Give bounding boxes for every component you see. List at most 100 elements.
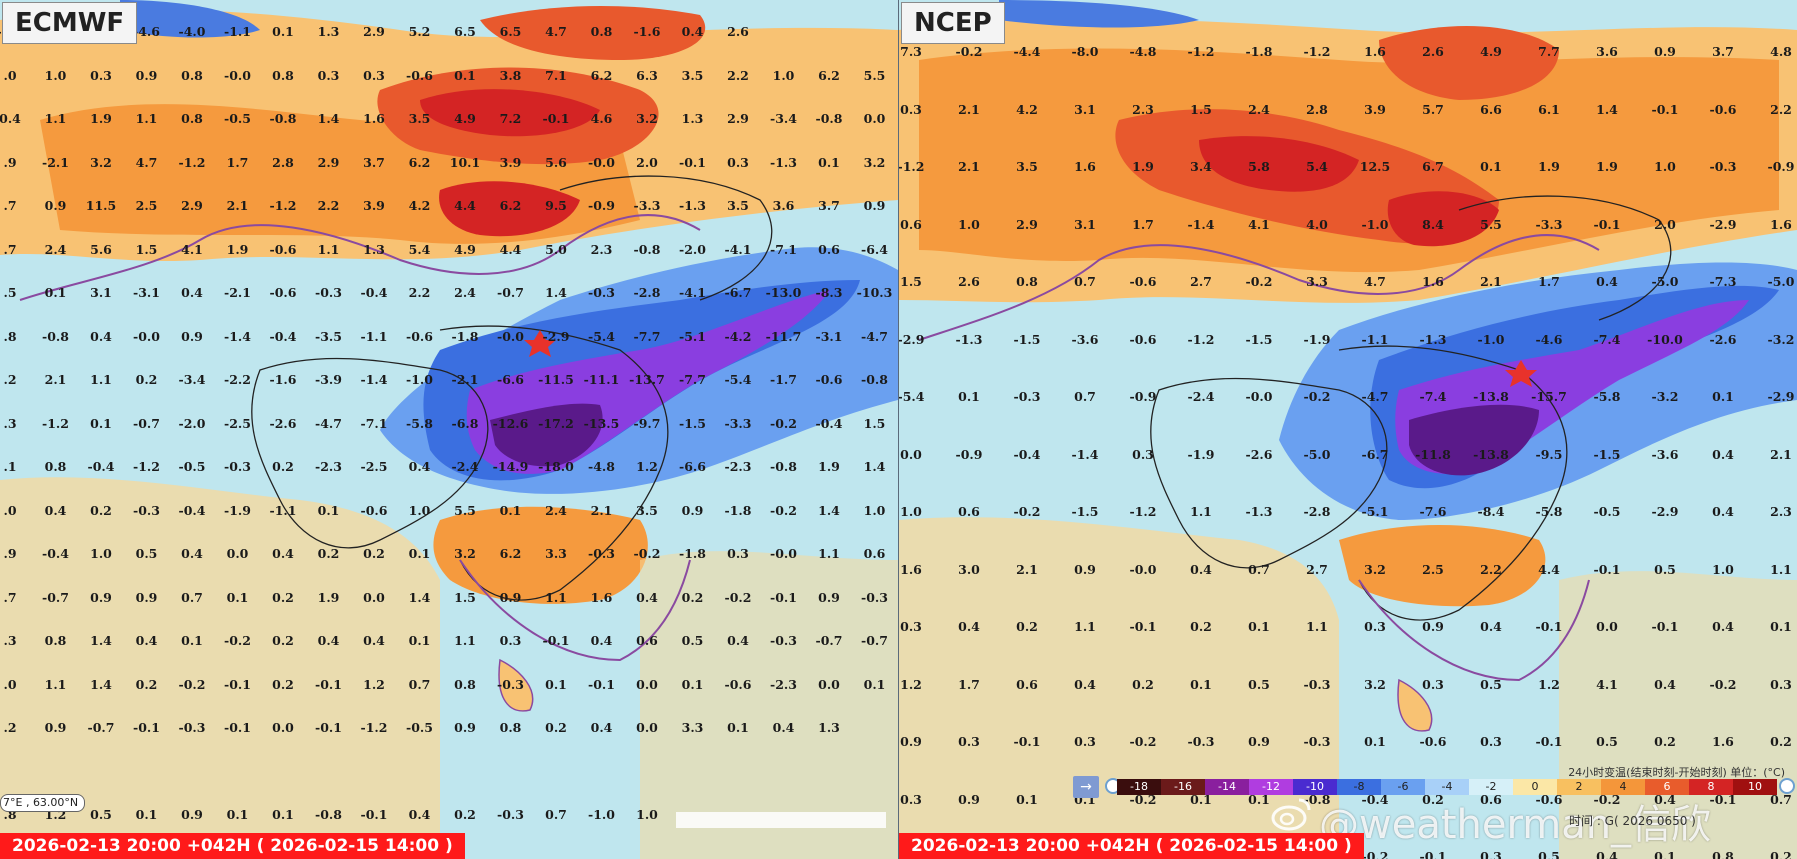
grid-value: -4.1 <box>724 241 752 257</box>
grid-value: -0.2 <box>770 415 797 431</box>
arrow-right-icon[interactable]: → <box>1073 776 1099 798</box>
grid-value: -1.7 <box>770 372 797 387</box>
legend-title: 24小时变温(结束时刻-开始时刻) 单位：(°C) <box>1568 766 1785 779</box>
grid-value: 0.0 <box>863 111 886 126</box>
grid-value: .2 <box>3 720 17 735</box>
grid-value: -6.7 <box>1361 446 1389 462</box>
grid-value: 5.8 <box>1248 159 1270 174</box>
grid-value: 3.1 <box>1074 216 1096 232</box>
grid-value: -0.9 <box>1767 159 1795 174</box>
grid-value: 1.1 <box>1074 619 1096 634</box>
grid-value: 6.3 <box>636 67 658 83</box>
grid-value: 0.2 <box>681 589 704 605</box>
grid-value: -13.8 <box>1473 446 1509 462</box>
grid-value: 4.1 <box>1248 216 1270 232</box>
grid-value: 6.2 <box>590 67 613 83</box>
grid-value: 3.7 <box>363 154 385 170</box>
grid-value: 0.4 <box>1074 676 1096 692</box>
grid-value: -3.6 <box>1071 331 1099 347</box>
grid-value: .7 <box>3 241 17 257</box>
grid-value: 1.3 <box>317 24 340 39</box>
grid-value: 3.2 <box>90 154 112 170</box>
grid-value: 0.3 <box>1480 734 1502 749</box>
grid-value: 1.9 <box>1596 159 1618 174</box>
grid-value: 0.8 <box>454 676 476 692</box>
grid-value: 0.4 <box>727 633 749 648</box>
grid-value: 4.4 <box>454 198 476 213</box>
ncep-value-grid: 7.3 -0.2 -4.4 -8.0 -4.8 -1.2 -1.8 -1.2 1.6 2.6 4.9… <box>899 0 1797 859</box>
grid-value: -0.3 <box>1709 159 1737 174</box>
grid-value: 0.1 <box>1016 791 1038 807</box>
legend-color-bar: -18 -16 -14 -12 -10 -8 -6 -4 -2 0 2 4 6 8 10 <box>1117 779 1777 795</box>
grid-value: 0.1 <box>863 676 886 692</box>
grid-value: -0.3 <box>588 285 615 300</box>
grid-value: -5.0 <box>1651 274 1679 289</box>
grid-value: -0.4 <box>87 459 115 474</box>
grid-value: -0.0 <box>224 67 251 83</box>
grid-value: -2.4 <box>451 459 479 474</box>
grid-value: 0.9 <box>90 589 112 605</box>
grid-value: -1.8 <box>679 546 706 561</box>
grid-value: 2.6 <box>727 24 749 39</box>
grid-value: 0.0 <box>272 720 294 735</box>
grid-value: -6.4 <box>861 241 888 257</box>
grid-value: -0.1 <box>1419 849 1447 859</box>
grid-value: -4.2 <box>724 328 752 344</box>
legend-tick-label: -4 <box>1441 780 1453 793</box>
grid-value: -1.0 <box>1361 216 1389 232</box>
grid-value: 8.4 <box>1422 216 1444 232</box>
grid-value: 0.5 <box>90 807 112 822</box>
grid-value: -0.4 <box>269 328 297 344</box>
grid-value: 5.4 <box>1306 159 1328 174</box>
grid-value: 0.8 <box>1016 274 1038 289</box>
grid-value: 1.2 <box>363 676 385 692</box>
grid-value: -4.6 <box>1535 331 1563 347</box>
grid-value: -2.9 <box>899 331 925 347</box>
grid-value: -12.6 <box>492 415 529 431</box>
grid-value: 2.1 <box>958 159 980 174</box>
grid-value: 1.7 <box>226 154 249 170</box>
grid-value: 0.2 <box>363 546 385 561</box>
grid-value: 2.0 <box>636 154 658 170</box>
grid-value: -14.9 <box>492 459 529 474</box>
grid-value: 0.3 <box>1770 676 1792 692</box>
grid-value: 0.4 <box>1712 619 1734 634</box>
grid-value: 4.7 <box>545 24 567 39</box>
grid-value: -1.2 <box>133 459 160 474</box>
grid-value: 2.2 <box>1480 561 1502 577</box>
grid-value: -0.3 <box>1303 734 1331 749</box>
ecmwf-panel: -7.9-9.3-7.9-4.6-4.0-1.10.11.32.95.26.56… <box>0 0 898 859</box>
grid-value: -0.2 <box>955 44 983 59</box>
weibo-logo-icon <box>1271 798 1311 831</box>
legend-right-handle[interactable] <box>1779 778 1795 794</box>
grid-value: 0.9 <box>135 67 158 83</box>
legend-swatch: -4 <box>1425 779 1469 795</box>
grid-value: -0.2 <box>770 502 797 518</box>
grid-value: 0.4 <box>1712 504 1734 519</box>
grid-value: 2.1 <box>1480 274 1502 289</box>
grid-value: 1.3 <box>818 720 840 735</box>
grid-value: 1.7 <box>958 676 980 692</box>
grid-value: 0.2 <box>272 459 294 474</box>
grid-value: -11.8 <box>1415 446 1451 462</box>
grid-value: 3.5 <box>727 198 749 213</box>
grid-value: 1.5 <box>863 415 886 431</box>
grid-value: -13.7 <box>629 372 665 387</box>
grid-value: 0.7 <box>545 807 567 822</box>
grid-value: 0.1 <box>226 589 249 605</box>
grid-value: 7.3 <box>900 44 922 59</box>
grid-value: -0.4 <box>1013 446 1041 462</box>
grid-value: -1.8 <box>1245 44 1273 59</box>
grid-value: -6.8 <box>451 415 479 431</box>
legend-tick-label: -18 <box>1130 780 1148 793</box>
grid-value: 2.7 <box>1190 274 1212 289</box>
grid-value: 1.1 <box>1770 561 1792 577</box>
grid-value: -7.1 <box>770 241 797 257</box>
grid-value: 3.5 <box>681 67 704 83</box>
grid-value: -4.0 <box>178 24 206 39</box>
grid-value: 1.9 <box>1538 159 1560 174</box>
grid-value: 1.5 <box>1190 101 1212 117</box>
grid-value: -6.6 <box>497 372 524 387</box>
grid-value: -0.1 <box>1651 619 1679 634</box>
grid-value: -0.1 <box>1593 561 1621 577</box>
